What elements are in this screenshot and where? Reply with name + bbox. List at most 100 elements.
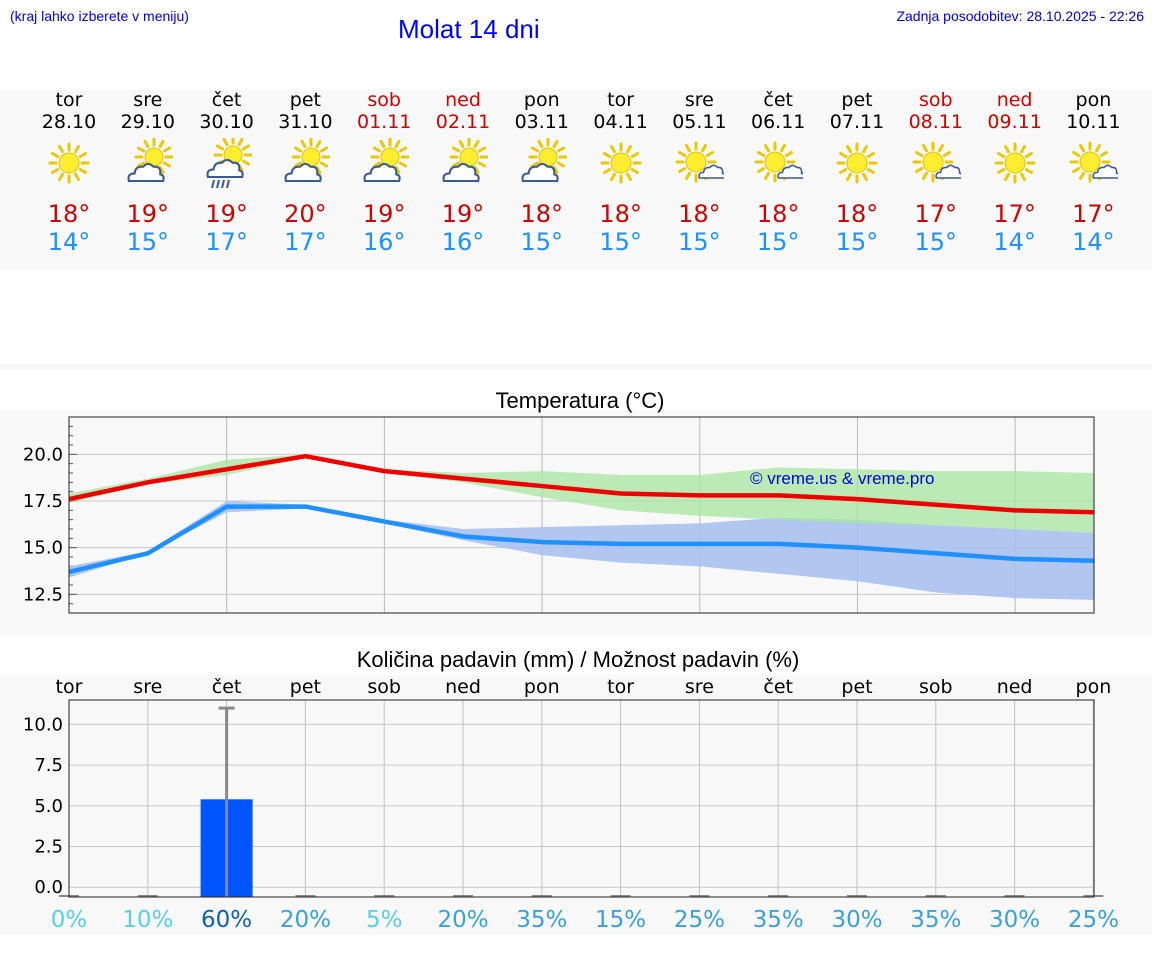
x-day-label: pon bbox=[1076, 676, 1112, 698]
day-name: sre bbox=[684, 89, 714, 111]
x-day-label: tor bbox=[56, 676, 83, 698]
max-temperature: 20° bbox=[284, 200, 327, 228]
max-temperature: 19° bbox=[362, 200, 406, 228]
x-day-label: čet bbox=[212, 676, 242, 698]
precip-probability: 0% bbox=[51, 907, 88, 933]
precip-probability: 5% bbox=[366, 907, 403, 933]
day-column: pet 07.11 18° 15° bbox=[818, 89, 896, 257]
y-tick-label: 12.5 bbox=[23, 584, 63, 605]
precip-probability: 60% bbox=[201, 907, 252, 933]
min-temperature: 16° bbox=[441, 228, 485, 256]
top-band-forecast bbox=[0, 90, 1152, 270]
day-column: čet 06.11 18° 15° bbox=[739, 90, 817, 257]
day-column: pon 03.11 18° 15° bbox=[503, 89, 581, 257]
precipitation-chart-title: Količina padavin (mm) / Možnost padavin … bbox=[357, 647, 800, 672]
x-day-label: sre bbox=[685, 676, 714, 698]
day-date: 04.11 bbox=[593, 111, 648, 133]
page-title: Molat 14 dni bbox=[398, 14, 540, 44]
min-temperature: 17° bbox=[284, 228, 327, 256]
day-date: 05.11 bbox=[672, 111, 727, 133]
sun-icon bbox=[994, 142, 1036, 184]
y-tick-label: 15.0 bbox=[23, 538, 63, 559]
day-date: 01.11 bbox=[356, 111, 412, 133]
max-temperature: 19° bbox=[441, 200, 485, 228]
x-day-label: tor bbox=[607, 676, 634, 698]
sun-icon bbox=[600, 142, 642, 184]
max-temperature-line bbox=[68, 453, 1095, 515]
min-temperature: 15° bbox=[914, 228, 958, 256]
day-column: tor 28.10 18° 14° bbox=[30, 89, 108, 257]
precip-probability: 35% bbox=[753, 907, 804, 933]
day-column: ned 09.11 17° 14° bbox=[976, 90, 1054, 257]
x-day-label: sre bbox=[133, 676, 162, 698]
y-tick-label: 17.5 bbox=[23, 491, 63, 512]
y-tick-label: 20.0 bbox=[23, 444, 63, 465]
min-temperature: 15° bbox=[599, 228, 642, 256]
day-column: sob 08.11 17° 15° bbox=[897, 89, 975, 257]
sun-cloud-icon bbox=[127, 138, 173, 183]
min-temperature: 14° bbox=[47, 228, 91, 256]
x-day-label: pet bbox=[290, 676, 321, 698]
day-name: čet bbox=[211, 89, 242, 111]
precip-probability: 30% bbox=[989, 907, 1040, 933]
x-day-label: čet bbox=[763, 676, 793, 698]
precip-probability: 25% bbox=[1068, 907, 1119, 933]
min-range-band bbox=[69, 501, 1094, 600]
day-column: tor 04.11 18° 15° bbox=[582, 90, 660, 257]
day-date: 30.10 bbox=[199, 111, 254, 133]
x-day-label: sob bbox=[367, 676, 401, 698]
precip-probability: 15% bbox=[595, 907, 646, 933]
max-temperature: 17° bbox=[914, 200, 958, 228]
temperature-chart: 20.0 17.5 15.0 12.5 bbox=[23, 416, 1095, 614]
precip-probability: 30% bbox=[831, 907, 882, 933]
min-temperature: 15° bbox=[520, 228, 564, 256]
day-column: ned 02.11 19° 16° bbox=[424, 90, 502, 257]
y-tick-label: 5.0 bbox=[34, 796, 63, 817]
day-name: pon bbox=[1075, 89, 1112, 111]
day-column: sre 29.10 19° 15° bbox=[109, 89, 187, 257]
day-column: čet 30.10 19° 17° bbox=[188, 89, 266, 257]
x-day-label: ned bbox=[997, 676, 1033, 698]
sun-cloud-icon bbox=[363, 138, 410, 183]
x-day-label: pet bbox=[841, 676, 872, 698]
min-temperature: 15° bbox=[126, 228, 170, 256]
sun-small-cloud-icon bbox=[754, 141, 804, 183]
min-temperature: 15° bbox=[835, 228, 879, 256]
day-name: tor bbox=[55, 89, 83, 111]
day-name: sob bbox=[919, 89, 953, 111]
last-update: Zadnja posodobitev: 28.10.2025 - 22:26 bbox=[896, 8, 1144, 24]
location-note[interactable]: (kraj lahko izberete v meniju) bbox=[10, 8, 189, 24]
day-date: 29.10 bbox=[120, 111, 175, 133]
day-date: 06.11 bbox=[750, 111, 806, 133]
min-temperature: 15° bbox=[756, 228, 800, 256]
sun-cloud-icon bbox=[442, 138, 488, 183]
sun-small-cloud-icon bbox=[1069, 141, 1119, 183]
max-temperature: 18° bbox=[678, 200, 721, 228]
day-name: pet bbox=[289, 89, 321, 111]
day-name: sre bbox=[133, 89, 163, 111]
day-date: 02.11 bbox=[435, 111, 491, 133]
max-temperature: 19° bbox=[205, 200, 248, 228]
day-column: pon 10.11 17° 14° bbox=[1054, 89, 1132, 257]
min-temperature-line bbox=[68, 504, 1095, 575]
min-temperature: 17° bbox=[205, 228, 248, 256]
day-name: pon bbox=[523, 89, 560, 111]
min-temperature: 16° bbox=[362, 228, 406, 256]
max-temperature: 17° bbox=[993, 200, 1036, 228]
x-day-label: sob bbox=[919, 676, 953, 698]
max-temperature: 17° bbox=[1072, 200, 1115, 228]
x-day-label: ned bbox=[445, 676, 481, 698]
precip-probability: 35% bbox=[910, 907, 961, 933]
sun-icon bbox=[48, 142, 90, 184]
day-column: sob 01.11 19° 16° bbox=[345, 90, 423, 257]
max-temperature: 19° bbox=[126, 200, 170, 228]
watermark-text: © vreme.us & vreme.pro bbox=[750, 469, 934, 488]
precipitation-chart: tor sre čet pet sob ned pon tor sre čet pet sob ned p… bbox=[23, 676, 1119, 933]
separator-band bbox=[0, 364, 1152, 370]
plot-frame bbox=[68, 699, 1095, 898]
day-name: pet bbox=[841, 89, 873, 111]
min-temperature: 14° bbox=[1072, 228, 1115, 256]
max-temperature: 18° bbox=[520, 200, 564, 228]
max-temperature: 18° bbox=[835, 200, 879, 228]
